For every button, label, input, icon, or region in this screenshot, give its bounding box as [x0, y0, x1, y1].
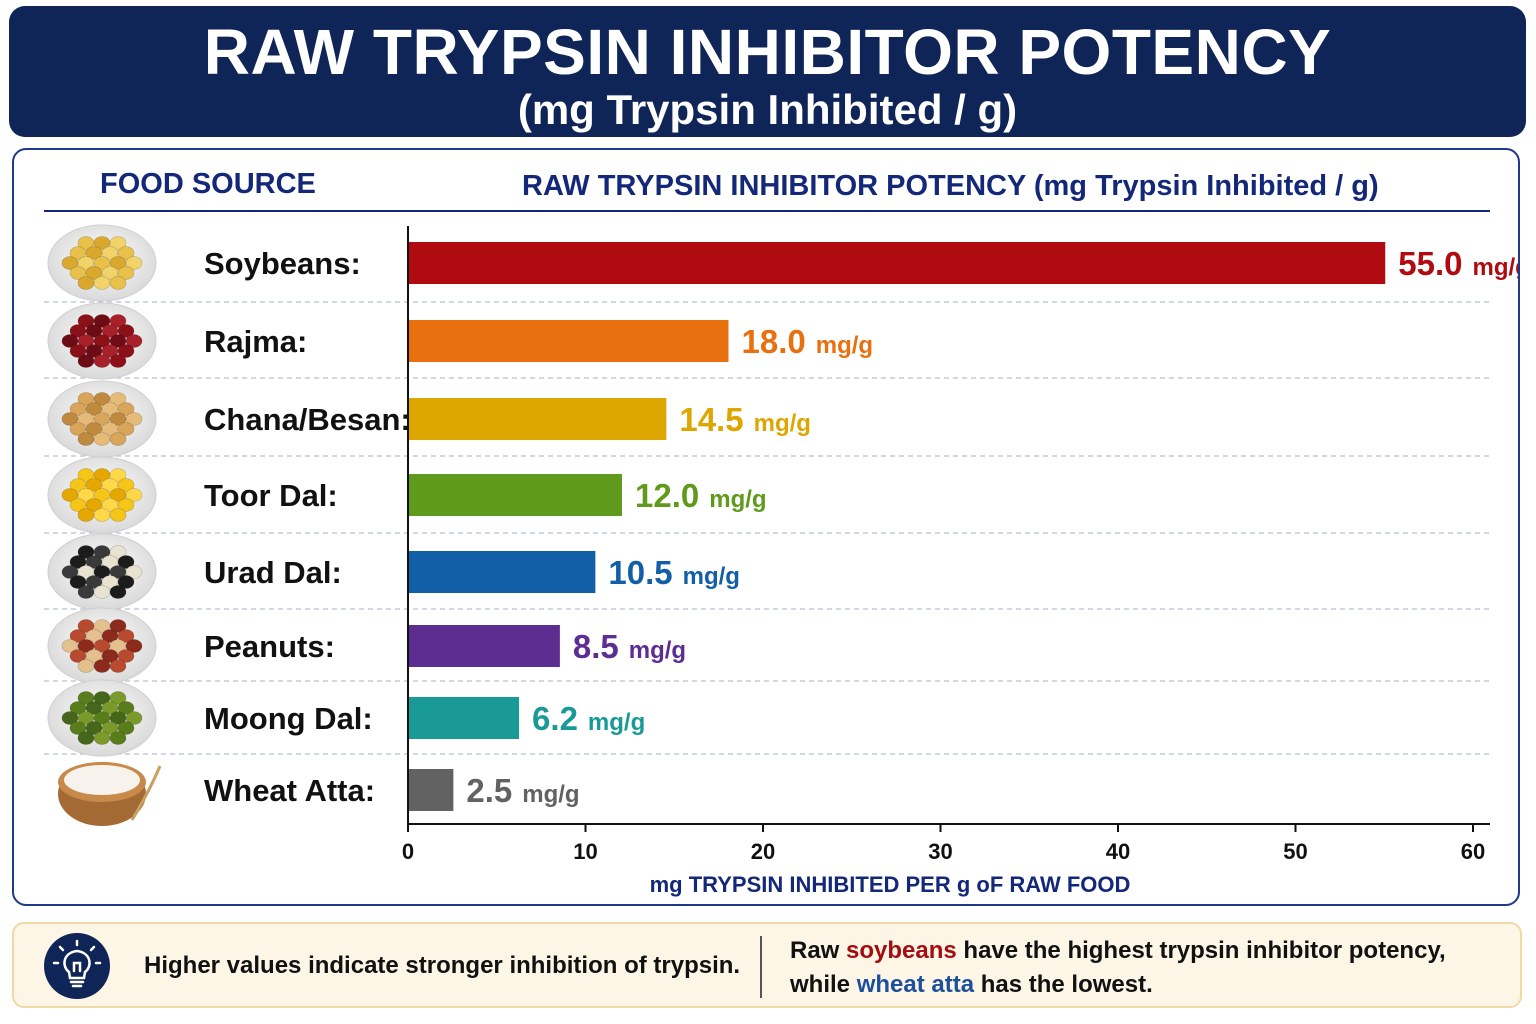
- value-number: 55.0: [1398, 245, 1462, 282]
- category-label: Urad Dal:: [204, 555, 342, 590]
- value-label: 18.0 mg/g: [742, 323, 874, 360]
- food-icons: [47, 224, 162, 826]
- moong-dal-bowl-icon: [47, 679, 157, 757]
- value-number: 2.5: [466, 772, 512, 809]
- bar: [409, 697, 520, 739]
- value-labels: 55.0 mg/g 18.0 mg/g 14.5 mg/g 12.0 mg/g 10.5 mg/g…: [466, 245, 1518, 809]
- value-unit: mg/g: [588, 709, 645, 736]
- chart-title: RAW TRYPSIN INHIBITOR POTENCY: [203, 16, 1332, 88]
- value-label: 6.2 mg/g: [532, 700, 645, 737]
- urad-dal-bowl-icon: [47, 533, 157, 611]
- value-unit: mg/g: [683, 563, 740, 590]
- footer-divider: [760, 936, 762, 998]
- potency-header-unit: (mg Trypsin Inhibited / g): [1034, 170, 1379, 202]
- x-tick-label: 30: [928, 839, 952, 864]
- chart-panel: FOOD SOURCE RAW TRYPSIN INHIBITOR POTENC…: [12, 148, 1520, 906]
- footer-panel: Higher values indicate stronger inhibiti…: [12, 922, 1522, 1008]
- category-label: Wheat Atta:: [204, 773, 375, 808]
- value-number: 6.2: [532, 700, 578, 737]
- bar: [409, 769, 454, 811]
- value-number: 12.0: [635, 477, 699, 514]
- title-banner: RAW TRYPSIN INHIBITOR POTENCY (mg Trypsi…: [9, 6, 1526, 137]
- x-tick-label: 10: [573, 839, 597, 864]
- value-number: 10.5: [608, 554, 672, 591]
- wheat-atta-bowl-icon: [58, 762, 162, 826]
- x-axis-label: mg TRYPSIN INHIBITED PER g oF RAW FOOD: [650, 872, 1131, 897]
- potency-header-label: RAW TRYPSIN INHIBITOR POTENCY: [522, 170, 1026, 202]
- x-tick-label: 20: [751, 839, 775, 864]
- value-unit: mg/g: [754, 410, 811, 437]
- x-tick-label: 0: [402, 839, 414, 864]
- value-number: 18.0: [742, 323, 806, 360]
- bar: [409, 242, 1386, 284]
- row-separators: [44, 301, 1490, 755]
- toor-dal-bowl-icon: [47, 456, 157, 534]
- footer-note: Higher values indicate stronger inhibiti…: [144, 952, 741, 979]
- value-unit: mg/g: [1472, 254, 1518, 281]
- soybeans-bowl-icon: [47, 224, 157, 302]
- row-labels: Soybeans: Rajma: Chana/Besan: Toor Dal: Urad…: [204, 246, 411, 808]
- value-label: 12.0 mg/g: [635, 477, 767, 514]
- value-number: 8.5: [573, 628, 619, 665]
- x-tick-label: 40: [1106, 839, 1130, 864]
- peanuts-bowl-icon: [47, 607, 157, 685]
- x-tick-label: 50: [1283, 839, 1307, 864]
- value-unit: mg/g: [629, 637, 686, 664]
- value-unit: mg/g: [522, 781, 579, 808]
- value-label: 2.5 mg/g: [466, 772, 579, 809]
- bar: [409, 625, 560, 667]
- bars: [409, 242, 1386, 811]
- axes: 0 10 20 30 40 50 60: [402, 226, 1490, 864]
- value-label: 8.5 mg/g: [573, 628, 686, 665]
- lightbulb-icon: [44, 933, 110, 999]
- category-label: Chana/Besan:: [204, 402, 411, 437]
- chart-subtitle: (mg Trypsin Inhibited / g): [517, 86, 1018, 133]
- bar: [409, 398, 667, 440]
- footer-conclusion: Raw soybeans have the highest trypsin in…: [790, 934, 1446, 1002]
- value-number: 14.5: [679, 401, 743, 438]
- rajma-bowl-icon: [47, 302, 157, 380]
- conclusion-text: Raw: [790, 937, 847, 964]
- highlight-wheat-atta: wheat atta: [856, 971, 975, 998]
- potency-header: RAW TRYPSIN INHIBITOR POTENCY (mg Trypsi…: [522, 170, 1379, 202]
- bar-chart: FOOD SOURCE RAW TRYPSIN INHIBITOR POTENC…: [44, 168, 1518, 897]
- bar: [409, 320, 729, 362]
- conclusion-text: while: [790, 971, 857, 998]
- value-label: 10.5 mg/g: [608, 554, 740, 591]
- conclusion-text: have the highest trypsin inhibitor poten…: [956, 937, 1446, 964]
- value-label: 55.0 mg/g: [1398, 245, 1518, 282]
- value-unit: mg/g: [816, 332, 873, 359]
- category-label: Moong Dal:: [204, 701, 373, 736]
- category-label: Soybeans:: [204, 246, 361, 281]
- bar: [409, 474, 622, 516]
- value-unit: mg/g: [709, 486, 766, 513]
- category-label: Peanuts:: [204, 629, 335, 664]
- category-label: Toor Dal:: [204, 478, 338, 513]
- category-label: Rajma:: [204, 324, 307, 359]
- bar: [409, 551, 596, 593]
- highlight-soybeans: soybeans: [846, 937, 957, 964]
- conclusion-text: has the lowest.: [974, 971, 1153, 998]
- chana-bowl-icon: [47, 380, 157, 458]
- value-label: 14.5 mg/g: [679, 401, 811, 438]
- food-source-header: FOOD SOURCE: [100, 168, 316, 200]
- x-tick-label: 60: [1461, 839, 1485, 864]
